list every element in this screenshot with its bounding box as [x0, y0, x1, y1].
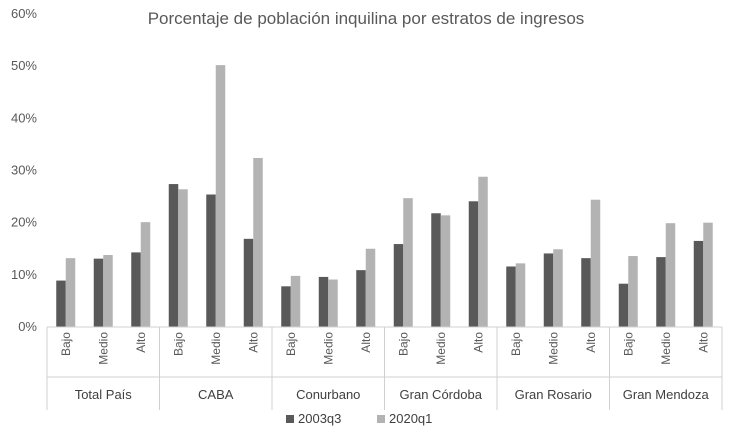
bar-2020q1 — [253, 157, 263, 327]
x-subcategory-label: Bajo — [171, 332, 185, 356]
bar-2003q3 — [281, 286, 291, 327]
x-group-label: Total País — [75, 387, 133, 402]
x-subcategory-label: Alto — [584, 332, 598, 353]
x-subcategory-label: Bajo — [284, 332, 298, 356]
y-tick-label: 50% — [11, 58, 37, 73]
x-subcategory-label: Alto — [134, 332, 148, 353]
y-axis: 0% 10% 20% 30% 40% 50% 60% — [11, 6, 37, 334]
y-tick-label: 60% — [11, 6, 37, 21]
legend-swatch — [286, 415, 294, 423]
x-subcategory-label: Bajo — [509, 332, 523, 356]
legend-label: 2003q3 — [298, 411, 341, 426]
x-group-label: Gran Córdoba — [400, 387, 483, 402]
bar-2003q3 — [168, 184, 179, 327]
y-tick-label: 40% — [11, 110, 37, 125]
x-subcategory-label: Alto — [246, 332, 260, 353]
bar-2020q1 — [478, 176, 488, 327]
bar-2003q3 — [356, 270, 366, 327]
y-tick-label: 30% — [11, 163, 37, 178]
bar-2003q3 — [618, 283, 629, 327]
bar-2003q3 — [468, 201, 479, 327]
legend: 2003q3 2020q1 — [286, 411, 432, 426]
x-subcategory-label: Bajo — [59, 332, 73, 356]
bar-2003q3 — [56, 280, 66, 327]
bar-2003q3 — [318, 276, 329, 327]
x-group-label: Gran Rosario — [515, 387, 592, 402]
bar-2020q1 — [628, 256, 638, 327]
bar-2020q1 — [365, 248, 376, 327]
bar-2020q1 — [103, 255, 113, 327]
x-group-label: Gran Mendoza — [623, 387, 710, 402]
bar-2020q1 — [140, 222, 151, 327]
x-subcategory-label: Bajo — [621, 332, 635, 356]
bar-2003q3 — [93, 258, 104, 327]
bar-2020q1 — [403, 198, 413, 327]
bar-2020q1 — [665, 223, 676, 327]
x-axis: Bajo Medio Alto Total País Bajo Medio Alto CABA… — [46, 326, 723, 410]
bar-2003q3 — [693, 240, 704, 327]
x-subcategory-label: Medio — [96, 332, 110, 365]
bar-2003q3 — [393, 244, 404, 327]
x-subcategory-label: Alto — [696, 332, 710, 353]
x-subcategory-label: Alto — [471, 332, 485, 353]
bar-2020q1 — [553, 249, 563, 327]
bar-2020q1 — [215, 65, 226, 327]
x-subcategory-label: Alto — [359, 332, 373, 353]
x-group-label: CABA — [198, 387, 234, 402]
x-subcategory-label: Medio — [321, 332, 335, 365]
x-subcategory-label: Medio — [659, 332, 673, 365]
chart-title: Porcentaje de población inquilina por es… — [148, 9, 585, 28]
bar-2020q1 — [65, 258, 76, 327]
bar-2003q3 — [656, 257, 666, 327]
bar-2020q1 — [703, 222, 713, 327]
bar-2003q3 — [506, 266, 516, 327]
bar-2003q3 — [543, 253, 554, 327]
bar-2020q1 — [178, 189, 188, 327]
legend-swatch — [377, 415, 385, 423]
bar-2003q3 — [206, 194, 216, 327]
bars — [56, 65, 713, 327]
bar-2020q1 — [515, 263, 526, 327]
x-subcategory-label: Medio — [209, 332, 223, 365]
x-subcategory-label: Medio — [434, 332, 448, 365]
x-subcategory-label: Medio — [546, 332, 560, 365]
bar-2003q3 — [243, 238, 254, 327]
y-tick-label: 0% — [18, 319, 37, 334]
bar-2020q1 — [328, 279, 338, 327]
x-group-label: Conurbano — [296, 387, 360, 402]
bar-2003q3 — [581, 258, 591, 327]
x-subcategory-label: Bajo — [396, 332, 410, 356]
bar-2003q3 — [431, 213, 441, 327]
y-tick-label: 10% — [11, 267, 37, 282]
y-tick-label: 20% — [11, 215, 37, 230]
bar-2003q3 — [131, 252, 141, 327]
bar-2020q1 — [290, 275, 301, 327]
bar-2020q1 — [440, 215, 451, 327]
legend-label: 2020q1 — [389, 411, 432, 426]
bar-2020q1 — [590, 199, 601, 327]
